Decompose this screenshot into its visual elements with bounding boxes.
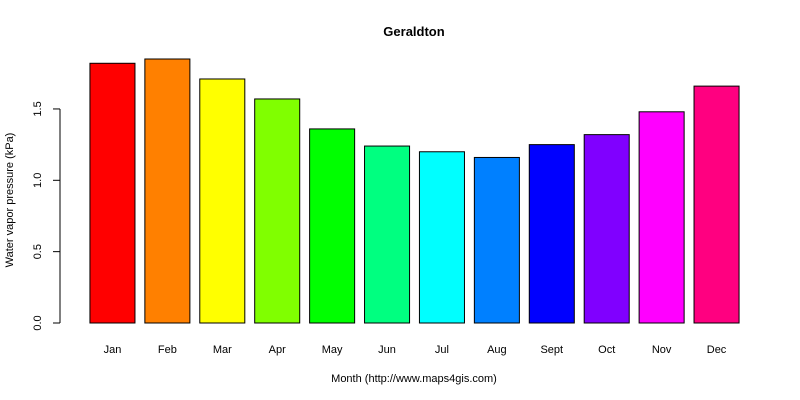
y-tick-label: 1.5 bbox=[32, 101, 44, 116]
x-axis-labels: Jan Feb Mar Apr May Jun Jul Aug Sept Oct Nov Dec bbox=[104, 344, 727, 356]
x-tick-label: Nov bbox=[652, 344, 672, 356]
bar-mar bbox=[199, 78, 246, 324]
x-tick-label: Apr bbox=[269, 344, 286, 356]
bar-jun bbox=[364, 145, 411, 324]
x-tick-label: Mar bbox=[213, 344, 232, 356]
x-tick-label: Dec bbox=[707, 344, 727, 356]
bar-feb bbox=[144, 58, 191, 324]
bar-apr bbox=[254, 98, 301, 324]
bars-layer bbox=[89, 58, 740, 324]
x-axis-label: Month (http://www.maps4gis.com) bbox=[331, 373, 497, 385]
bar-sept bbox=[528, 144, 575, 324]
y-tick-label: 0.0 bbox=[32, 315, 44, 330]
y-tick-label: 0.5 bbox=[32, 244, 44, 259]
bar-jan bbox=[89, 62, 136, 324]
bar-dec bbox=[693, 85, 740, 324]
x-tick-label: Jun bbox=[378, 344, 396, 356]
y-tick-label: 1.0 bbox=[32, 173, 44, 188]
x-tick-label: Feb bbox=[158, 344, 177, 356]
x-tick-label: Sept bbox=[540, 344, 563, 356]
bar-jul bbox=[418, 151, 465, 324]
bar-nov bbox=[638, 111, 685, 324]
x-tick-label: Oct bbox=[598, 344, 615, 356]
x-tick-label: Jul bbox=[435, 344, 449, 356]
bar-oct bbox=[583, 134, 630, 324]
y-axis-label: Water vapor pressure (kPa) bbox=[4, 133, 16, 268]
chart-title: Geraldton bbox=[383, 24, 444, 39]
bar-may bbox=[309, 128, 356, 324]
y-axis: 0.0 0.5 1.0 1.5 bbox=[32, 101, 61, 331]
bar-aug bbox=[473, 156, 520, 324]
x-tick-label: May bbox=[322, 344, 343, 356]
x-tick-label: Aug bbox=[487, 344, 507, 356]
x-tick-label: Jan bbox=[104, 344, 122, 356]
